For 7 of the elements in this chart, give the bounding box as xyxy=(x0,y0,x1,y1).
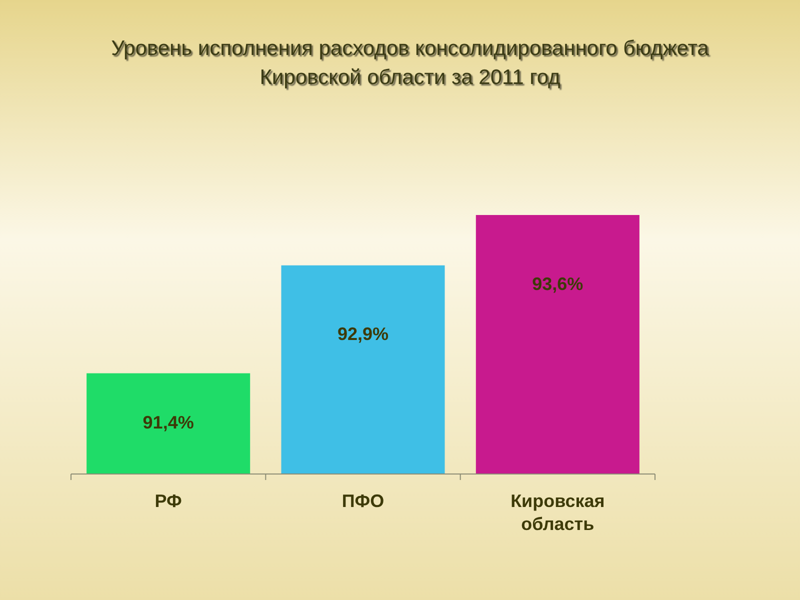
data-label: 91,4% xyxy=(142,412,194,432)
x-tick-label: РФ xyxy=(154,491,182,511)
x-tick-label: Кировская область xyxy=(510,491,605,534)
data-label: 92,9% xyxy=(337,324,389,344)
data-label: 93,6% xyxy=(532,274,584,294)
chart-title: Уровень исполнения расходов консолидированного бюджета Кировской области за 2011 год xyxy=(111,37,710,89)
x-tick-label: ПФО xyxy=(342,491,384,511)
